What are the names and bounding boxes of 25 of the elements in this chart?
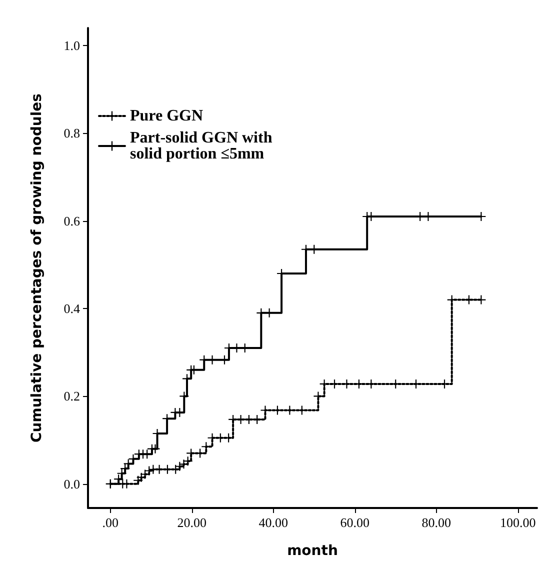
y-tick-label: 0.2 [64, 388, 80, 404]
y-axis-title: Cumulative percentages of growing nodules [29, 94, 45, 442]
y-tick-label: 1.0 [64, 38, 80, 54]
y-tick-label: 0.8 [64, 126, 80, 141]
x-tick-label: .00 [102, 515, 119, 530]
y-tick-label: 0.0 [64, 476, 80, 492]
point [252, 414, 262, 424]
point [186, 448, 196, 458]
x-axis-title: month [287, 543, 338, 559]
point [464, 295, 474, 304]
point [150, 444, 160, 454]
point [440, 379, 450, 388]
point [314, 392, 323, 401]
x-tick-label: 100.00 [500, 515, 536, 530]
x-tick-label: 20.00 [177, 515, 207, 530]
point [183, 456, 192, 466]
legend-label: Part-solid GGN with solid portion ≤5mm [130, 130, 276, 162]
point [476, 295, 486, 304]
legend-label: Pure GGN [130, 108, 204, 124]
y-tick-label: 0.6 [64, 213, 80, 228]
y-tick-label: 0.4 [64, 301, 80, 316]
x-tick-label: 80.00 [422, 515, 451, 530]
point [330, 379, 339, 388]
x-tick-label: 60.00 [340, 515, 370, 530]
x-tick-label: 40.00 [258, 515, 288, 530]
